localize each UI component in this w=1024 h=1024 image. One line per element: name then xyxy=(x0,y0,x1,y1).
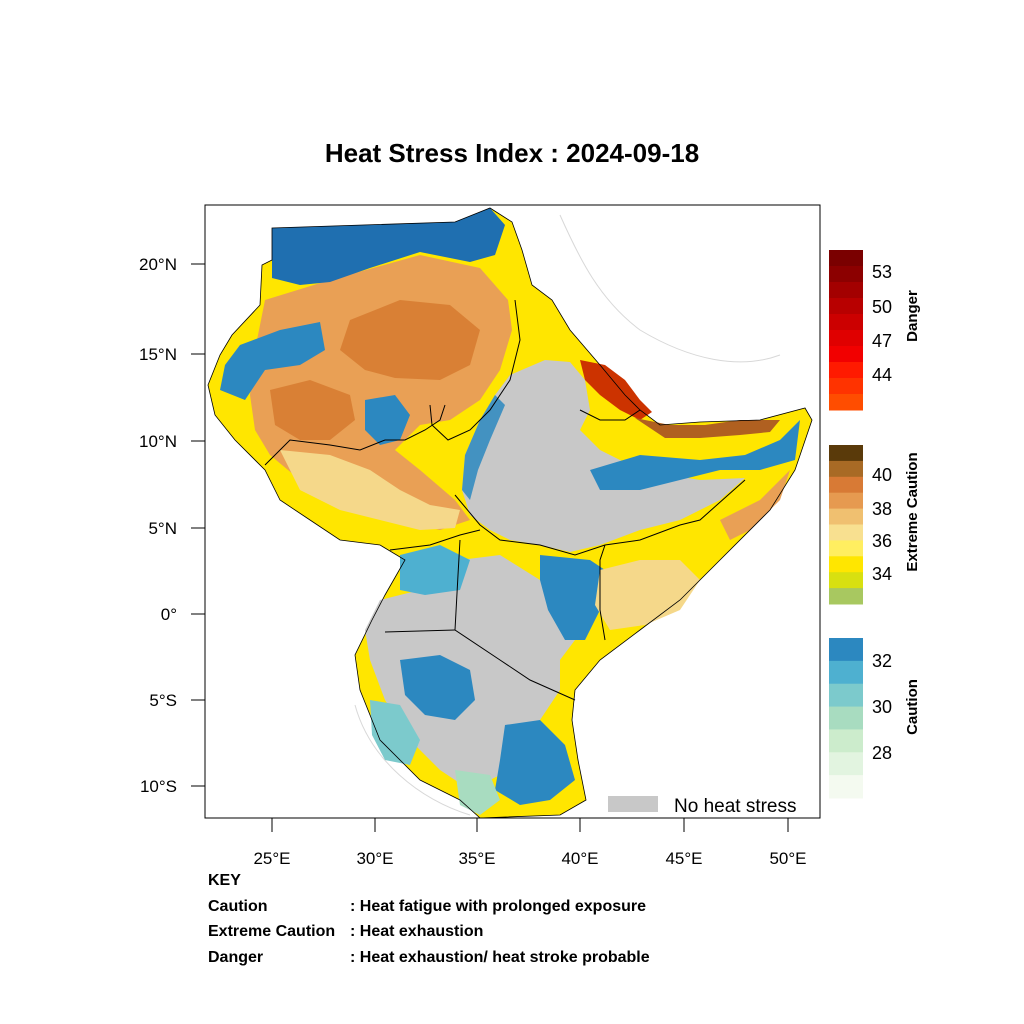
color-bar-extreme-caution: 40 38 36 34 Extreme Caution xyxy=(829,445,921,605)
key-heading: KEY xyxy=(208,872,241,889)
no-heat-stress-swatch xyxy=(608,796,658,812)
color-bar-segment xyxy=(829,314,863,331)
color-bar-segment xyxy=(829,508,863,525)
region-extreme-deep-orange xyxy=(270,380,355,440)
key-block: KEY Caution : Heat fatigue with prolonge… xyxy=(208,868,650,970)
land-outline xyxy=(207,207,813,818)
region-caution-north xyxy=(272,208,505,285)
lat-tick-label: 15°N xyxy=(139,345,177,364)
color-bar-segment xyxy=(829,330,863,347)
color-bar-segment xyxy=(829,752,863,776)
key-term: Danger xyxy=(208,948,264,966)
color-bar-segment xyxy=(829,282,863,299)
map-frame xyxy=(204,204,821,819)
color-bar-label: 38 xyxy=(872,499,892,519)
key-desc: : Heat exhaustion/ heat stroke probable xyxy=(350,948,650,966)
color-bar-segment xyxy=(829,540,863,557)
region-danger-eritrea xyxy=(580,360,652,420)
lat-tick-label: 10°S xyxy=(140,777,177,796)
color-bar-label: 34 xyxy=(872,564,892,584)
key-row-caution: Caution : Heat fatigue with prolonged ex… xyxy=(208,894,650,920)
lon-tick-label: 35°E xyxy=(458,849,495,868)
region-caution-somalia xyxy=(590,420,800,490)
longitude-axis: 25°E 30°E 35°E 40°E 45°E 50°E xyxy=(253,818,807,868)
map-title: Heat Stress Index : 2024-09-18 xyxy=(324,138,700,168)
region-extreme-somalia-coast xyxy=(720,470,790,540)
region-caution-south-1 xyxy=(400,655,475,720)
region-danger-djibouti xyxy=(635,418,780,438)
country-borders xyxy=(264,299,746,701)
color-bar-segment xyxy=(829,683,863,708)
color-bar-segment xyxy=(829,706,863,730)
lat-tick-label: 10°N xyxy=(139,432,177,451)
lon-tick-label: 30°E xyxy=(356,849,393,868)
key-desc: : Heat fatigue with prolonged exposure xyxy=(350,897,647,915)
color-bar-caution: 32 30 28 Caution xyxy=(829,638,921,799)
color-bar-label: 53 xyxy=(872,262,892,282)
color-bar-segment xyxy=(829,556,863,573)
color-bar-danger: 53 50 47 44 Danger xyxy=(829,250,921,411)
no-heat-stress-label: No heat stress xyxy=(674,796,797,817)
color-bar-label: 40 xyxy=(872,465,892,485)
region-extreme-somalia xyxy=(595,560,700,630)
region-caution-uganda xyxy=(400,545,470,595)
region-extreme-light xyxy=(280,450,460,530)
key-term: Caution xyxy=(208,897,268,915)
region-caution-highlands-ring xyxy=(462,395,505,500)
lon-tick-label: 45°E xyxy=(665,849,702,868)
background-coastline xyxy=(354,704,471,816)
color-bar-segment xyxy=(829,638,863,662)
lon-tick-label: 40°E xyxy=(561,849,598,868)
color-bar-label: 44 xyxy=(872,365,892,385)
color-bar-label: 30 xyxy=(872,697,892,717)
map-layer xyxy=(207,207,813,818)
color-bar-segment xyxy=(829,394,863,411)
region-no-stress-highlands xyxy=(462,360,745,552)
color-bar-segment xyxy=(829,588,863,605)
key-row-danger: Danger : Heat exhaustion/ heat stroke pr… xyxy=(208,945,650,971)
color-bar-label: 50 xyxy=(872,297,892,317)
color-bar-segment xyxy=(829,524,863,541)
color-bar-segment xyxy=(829,362,863,379)
lat-tick-label: 20°N xyxy=(139,255,177,274)
color-bar-label: 36 xyxy=(872,531,892,551)
lat-tick-label: 0° xyxy=(161,605,177,624)
key-desc: : Heat exhaustion xyxy=(350,923,484,940)
region-caution-south-3 xyxy=(495,720,575,805)
region-caution-south-4 xyxy=(455,770,500,815)
lon-tick-label: 25°E xyxy=(253,849,290,868)
color-bar-segment xyxy=(829,346,863,363)
red-sea-coastline xyxy=(559,214,781,363)
color-bar-label: 47 xyxy=(872,331,892,351)
color-bar-title: Caution xyxy=(904,679,921,735)
region-caution-west xyxy=(220,322,325,400)
color-bar-label: 32 xyxy=(872,651,892,671)
color-bar-label: 28 xyxy=(872,743,892,763)
color-bar-segment xyxy=(829,572,863,589)
color-bar-segment xyxy=(829,266,863,283)
lat-tick-label: 5°S xyxy=(149,691,177,710)
region-caution-lake xyxy=(365,395,410,445)
lat-tick-label: 5°N xyxy=(148,519,177,538)
color-bar-segment xyxy=(829,492,863,510)
color-bar-segment xyxy=(829,445,863,462)
color-bar-title: Danger xyxy=(904,290,921,342)
color-bar-segment xyxy=(829,378,863,395)
color-bar-title: Extreme Caution xyxy=(904,452,921,571)
color-bar-segment xyxy=(829,250,863,267)
region-caution-south-2 xyxy=(370,700,420,765)
key-row-extreme-caution: Extreme Caution : Heat exhaustion xyxy=(208,919,650,945)
color-bar-segment xyxy=(829,729,863,753)
region-extreme-deep-orange xyxy=(340,300,480,380)
color-bar-segment xyxy=(829,460,863,478)
color-bar-segment xyxy=(829,476,863,494)
color-bar-segment xyxy=(829,298,863,315)
lon-tick-label: 50°E xyxy=(769,849,806,868)
key-term: Extreme Caution xyxy=(208,923,336,940)
color-bar-segment xyxy=(829,775,863,799)
color-bar-segment xyxy=(829,660,863,685)
latitude-axis: 20°N 15°N 10°N 5°N 0° 5°S 10°S xyxy=(139,255,205,796)
